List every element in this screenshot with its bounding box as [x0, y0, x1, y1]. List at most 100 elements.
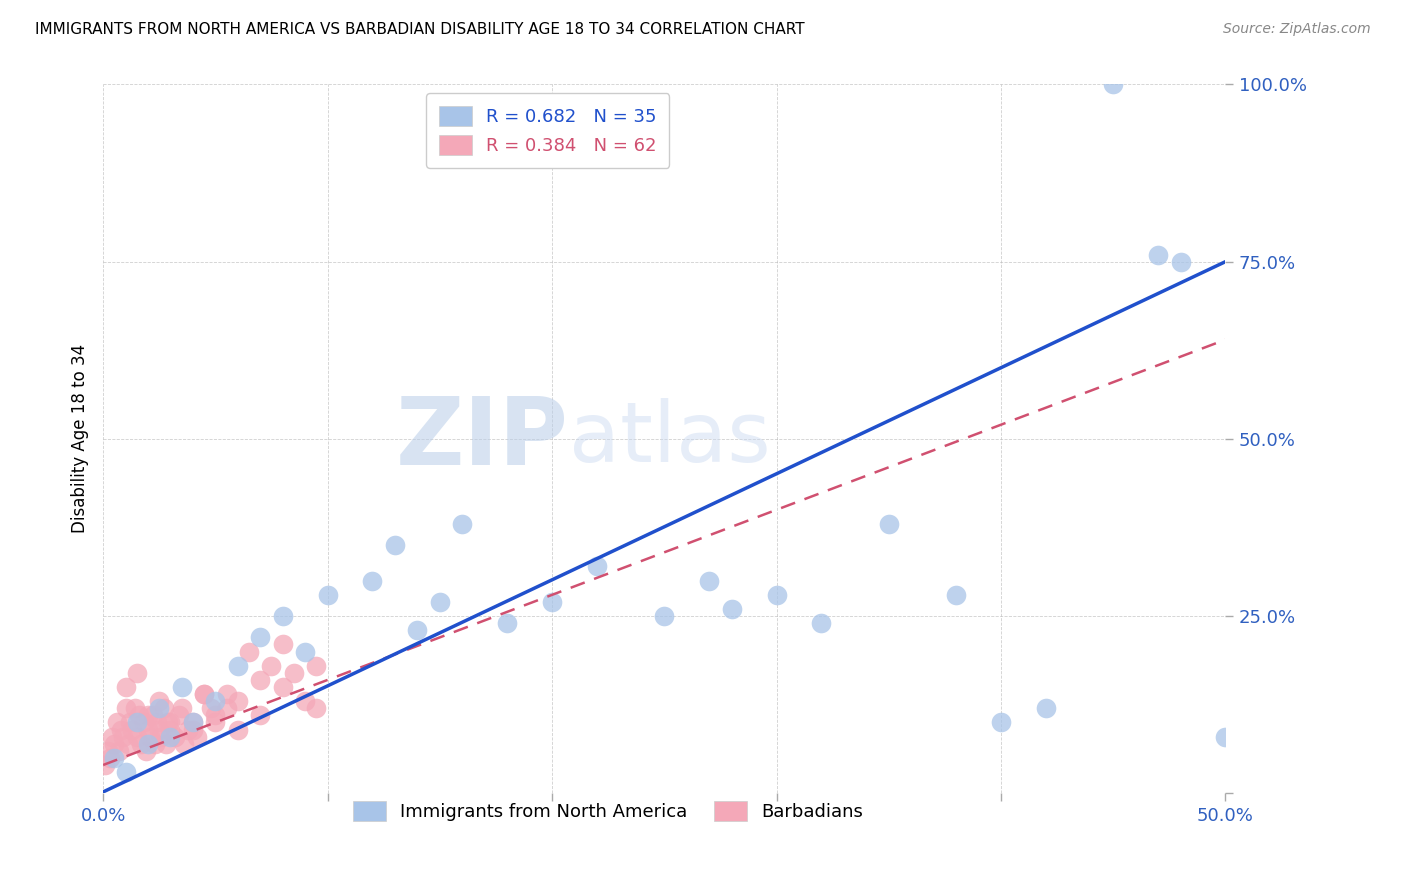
Point: [169, 708, 191, 723]
Point: [143, 737, 166, 751]
Point: [226, 723, 249, 737]
Point: [193, 687, 215, 701]
Point: [361, 574, 384, 588]
Point: [124, 701, 146, 715]
Point: [159, 730, 181, 744]
Point: [136, 723, 159, 737]
Text: Source: ZipAtlas.com: Source: ZipAtlas.com: [1223, 22, 1371, 37]
Point: [249, 631, 271, 645]
Point: [148, 701, 170, 715]
Text: IMMIGRANTS FROM NORTH AMERICA VS BARBADIAN DISABILITY AGE 18 TO 34 CORRELATION C: IMMIGRANTS FROM NORTH AMERICA VS BARBADI…: [35, 22, 804, 37]
Point: [114, 765, 136, 780]
Point: [146, 715, 169, 730]
Point: [384, 538, 406, 552]
Point: [1215, 730, 1237, 744]
Point: [193, 687, 215, 701]
Point: [125, 715, 148, 730]
Point: [173, 737, 195, 751]
Point: [170, 701, 193, 715]
Point: [94, 758, 117, 772]
Point: [429, 595, 451, 609]
Point: [200, 701, 222, 715]
Point: [159, 715, 181, 730]
Point: [652, 609, 675, 624]
Text: atlas: atlas: [569, 399, 770, 479]
Point: [112, 730, 135, 744]
Point: [186, 730, 208, 744]
Point: [283, 665, 305, 680]
Point: [163, 730, 186, 744]
Point: [103, 751, 125, 765]
Point: [249, 673, 271, 687]
Point: [226, 694, 249, 708]
Point: [586, 559, 609, 574]
Point: [215, 701, 238, 715]
Point: [128, 708, 150, 723]
Point: [155, 737, 177, 751]
Point: [181, 723, 204, 737]
Point: [132, 715, 155, 730]
Point: [204, 708, 226, 723]
Point: [451, 516, 474, 531]
Point: [990, 715, 1012, 730]
Point: [120, 715, 142, 730]
Point: [204, 715, 226, 730]
Legend: Immigrants from North America, Barbadians: Immigrants from North America, Barbadian…: [340, 789, 876, 834]
Point: [101, 730, 124, 744]
Point: [181, 715, 204, 730]
Point: [271, 680, 294, 694]
Point: [105, 715, 128, 730]
Point: [108, 744, 131, 758]
Point: [181, 715, 204, 730]
Point: [117, 737, 139, 751]
Point: [152, 701, 174, 715]
Point: [294, 694, 316, 708]
Point: [720, 602, 742, 616]
Point: [170, 680, 193, 694]
Point: [316, 588, 339, 602]
Point: [1170, 254, 1192, 268]
Point: [271, 638, 294, 652]
Point: [114, 701, 136, 715]
Point: [215, 687, 238, 701]
Point: [541, 595, 564, 609]
Point: [103, 737, 125, 751]
Point: [945, 588, 967, 602]
Y-axis label: Disability Age 18 to 34: Disability Age 18 to 34: [72, 344, 89, 533]
Point: [238, 644, 260, 658]
Point: [1147, 247, 1170, 261]
Point: [810, 616, 832, 631]
Point: [226, 658, 249, 673]
Point: [305, 701, 328, 715]
Point: [121, 723, 143, 737]
Point: [177, 723, 200, 737]
Point: [135, 744, 157, 758]
Point: [141, 708, 163, 723]
Point: [294, 644, 316, 658]
Point: [129, 737, 152, 751]
Point: [125, 730, 148, 744]
Point: [125, 665, 148, 680]
Point: [139, 730, 162, 744]
Point: [136, 708, 159, 723]
Point: [697, 574, 720, 588]
Point: [97, 744, 120, 758]
Text: ZIP: ZIP: [396, 392, 569, 485]
Point: [136, 737, 159, 751]
Point: [150, 730, 173, 744]
Point: [765, 588, 787, 602]
Point: [204, 694, 226, 708]
Point: [148, 723, 170, 737]
Point: [98, 751, 121, 765]
Point: [406, 624, 429, 638]
Point: [157, 715, 180, 730]
Point: [148, 694, 170, 708]
Point: [271, 609, 294, 624]
Point: [1035, 701, 1057, 715]
Point: [260, 658, 283, 673]
Point: [496, 616, 519, 631]
Point: [877, 516, 900, 531]
Point: [159, 723, 181, 737]
Point: [114, 680, 136, 694]
Point: [305, 658, 328, 673]
